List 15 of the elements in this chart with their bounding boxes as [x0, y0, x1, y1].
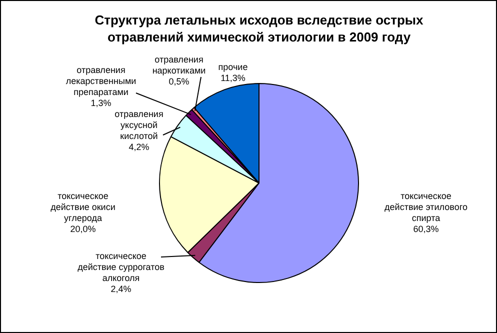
- slice-label: отравления наркотиками: [152, 54, 206, 76]
- data-label: 60,3%: [413, 224, 439, 234]
- chart-title: Структура летальных исходов вследствие острых отравлений химической этиологии в 2009 году: [94, 12, 424, 45]
- slice-label: токсическое действие окиси углерода: [50, 190, 116, 223]
- data-label: 2,4%: [110, 284, 132, 294]
- data-label: 1,3%: [90, 98, 112, 108]
- data-label: 0,5%: [168, 76, 190, 86]
- slice-label: прочие: [218, 62, 248, 72]
- slice-label: отравления лекарственными препаратами: [66, 64, 136, 97]
- slice-label: токсическое действие этилового спирта: [384, 190, 468, 223]
- slice-label: токсическое действие суррогатов алкоголя: [78, 250, 165, 283]
- data-label: 11,3%: [220, 72, 246, 83]
- slice-label: отравления уксусной кислотой: [114, 108, 164, 141]
- data-label: 20,0%: [70, 224, 96, 234]
- data-label: 4,2%: [128, 142, 150, 152]
